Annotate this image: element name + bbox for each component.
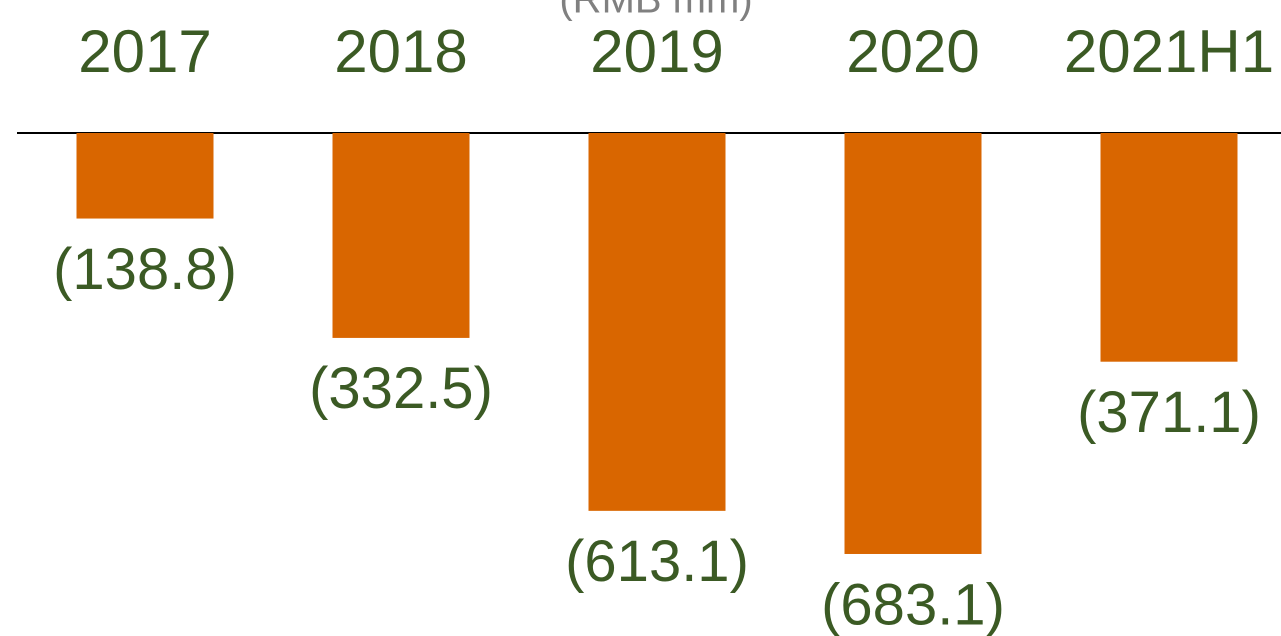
value-label: (138.8)	[53, 237, 237, 302]
value-label: (613.1)	[565, 529, 749, 594]
value-label: (371.1)	[1077, 380, 1261, 445]
x-tick-label: 2020	[846, 18, 979, 85]
x-tick-label: 2021H1	[1064, 18, 1274, 85]
bar	[588, 133, 726, 511]
value-label: (683.1)	[821, 572, 1005, 636]
x-tick-label: 2018	[334, 18, 467, 85]
x-tick-label: 2019	[590, 18, 723, 85]
bar	[76, 133, 214, 219]
x-tick-label: 2017	[78, 18, 211, 85]
chart-subtitle: (RMB mm)	[559, 0, 752, 22]
value-label: (332.5)	[309, 356, 493, 421]
bar	[332, 133, 470, 338]
bar	[1100, 133, 1238, 362]
bar	[844, 133, 982, 554]
